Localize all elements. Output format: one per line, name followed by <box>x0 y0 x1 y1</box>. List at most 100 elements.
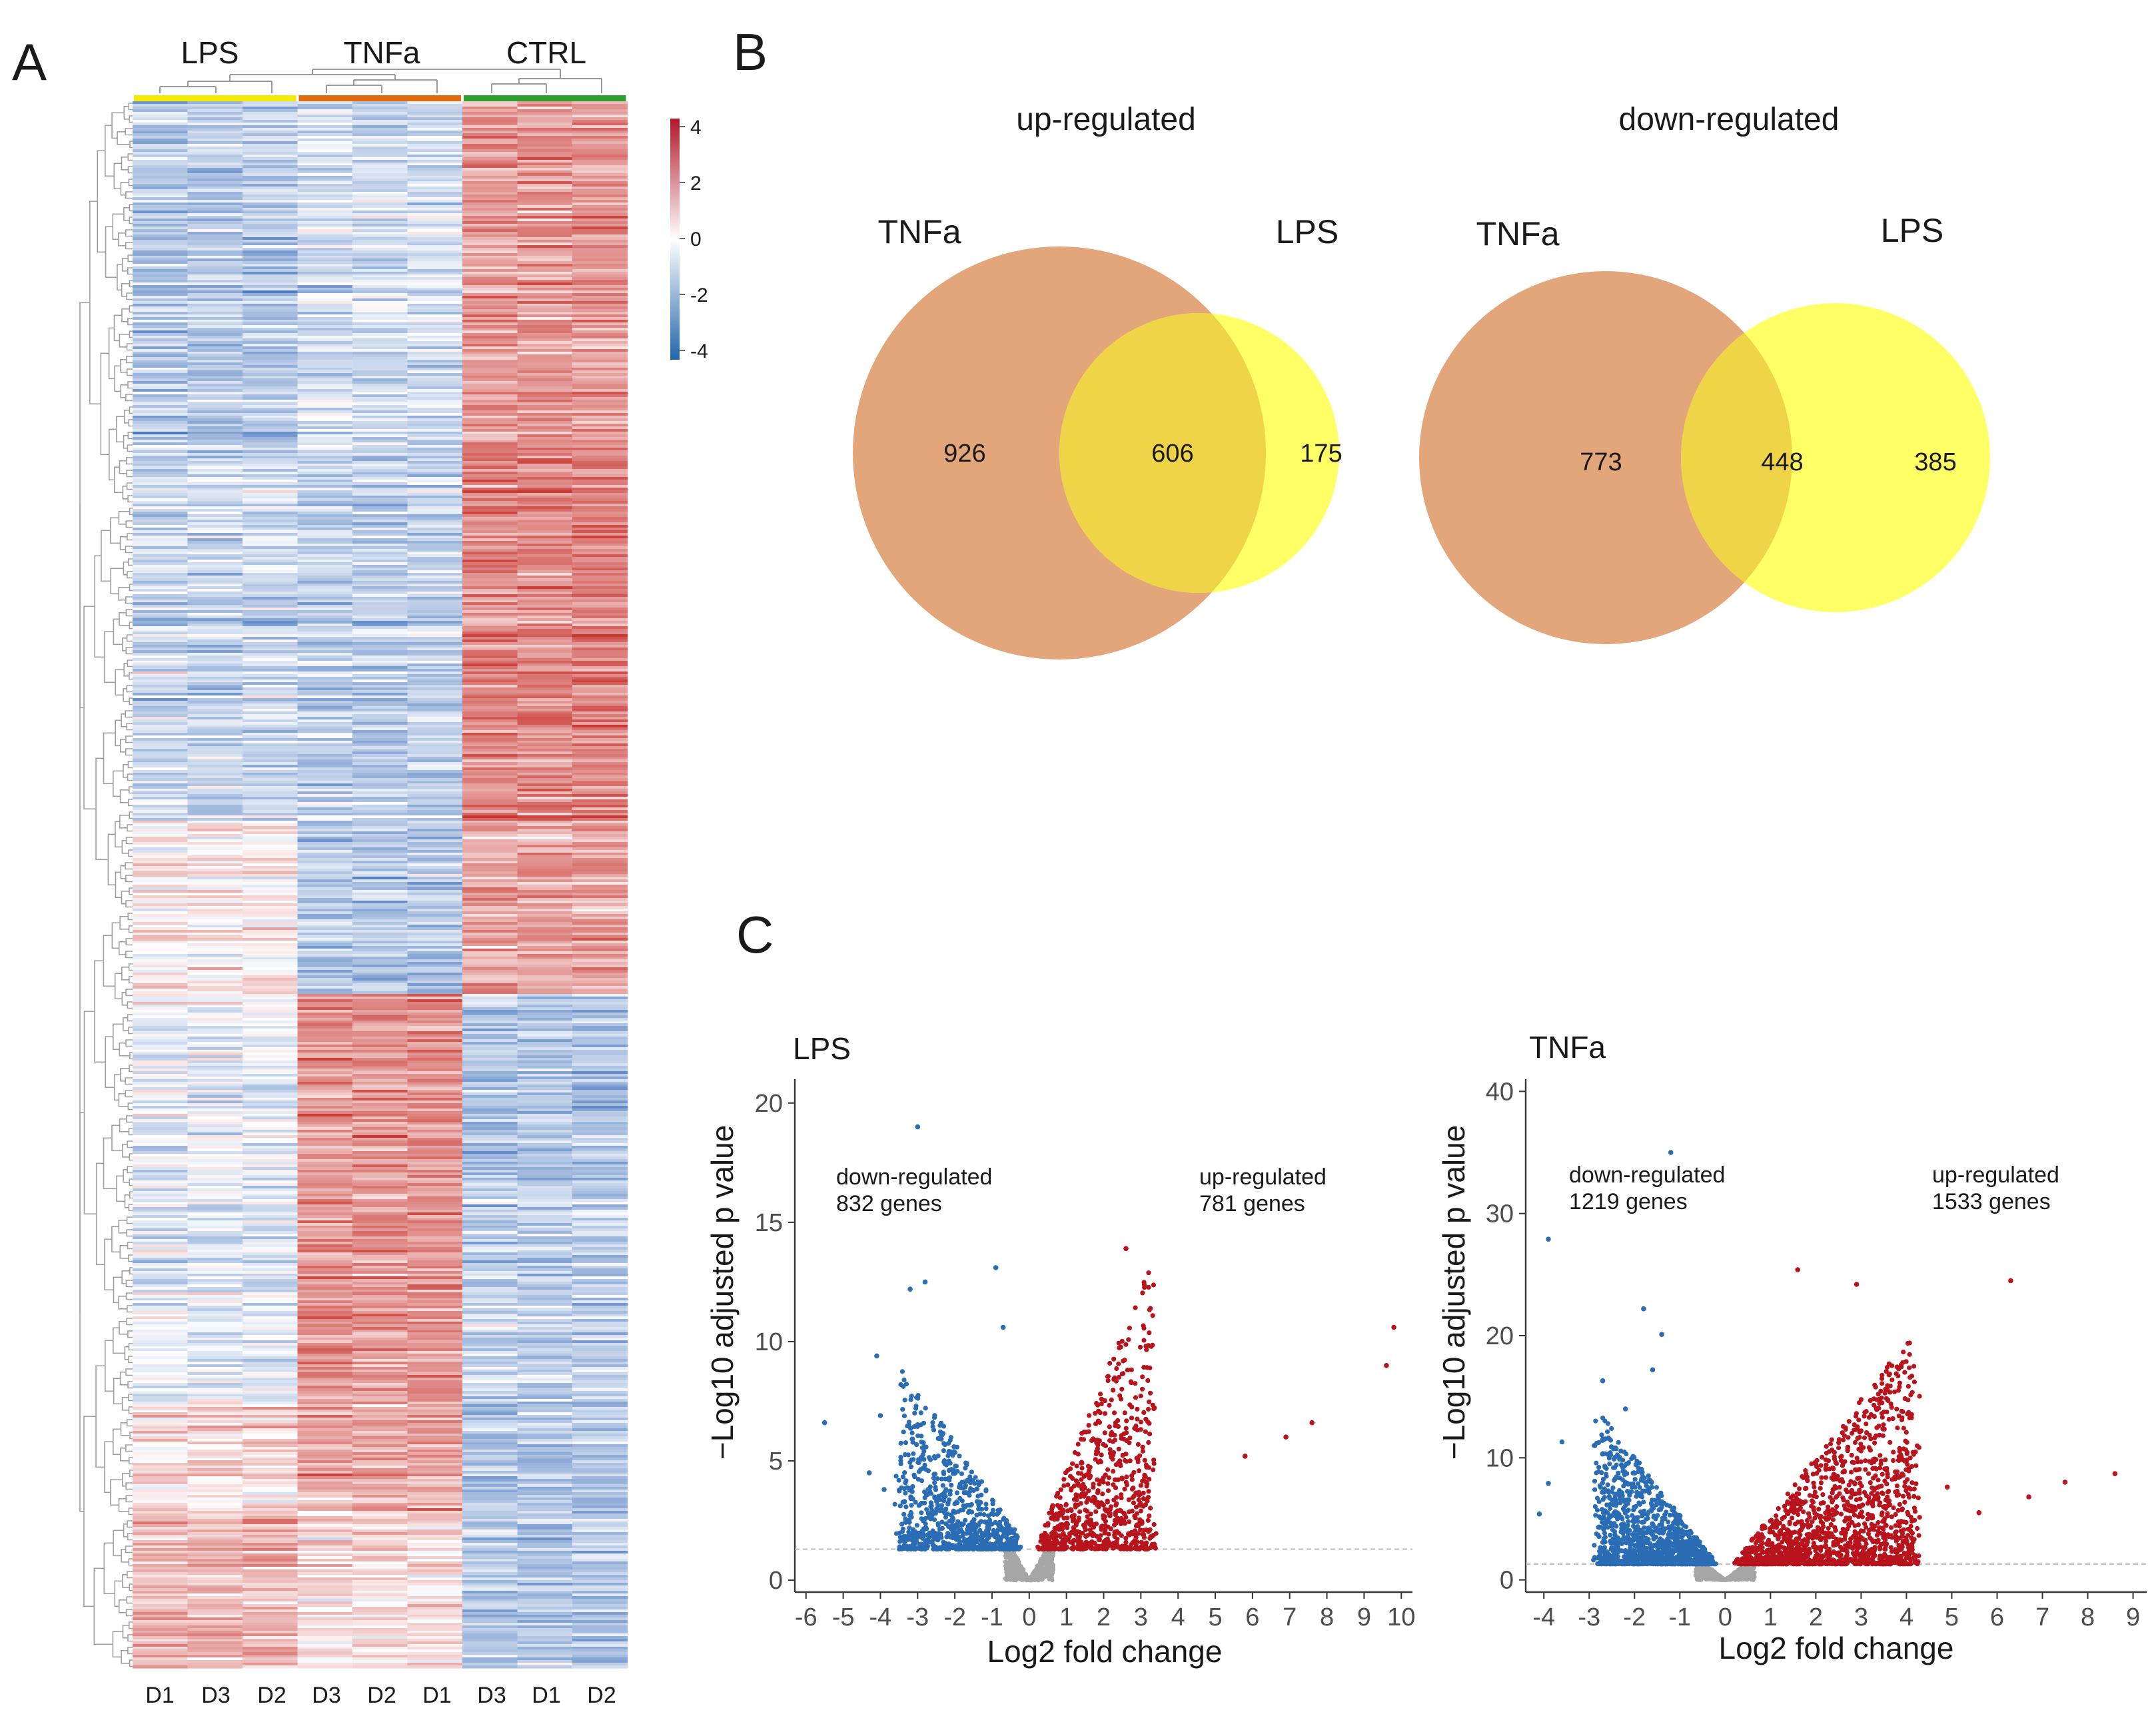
heatmap-cell <box>352 735 408 739</box>
heatmap-cell <box>352 211 408 214</box>
dendrogram-branch <box>121 1650 130 1664</box>
heatmap-cell <box>187 1106 243 1109</box>
heatmap-cell <box>407 1226 463 1229</box>
heatmap-cell <box>133 472 189 475</box>
heatmap-cell <box>517 1183 573 1186</box>
heatmap-cell <box>462 653 518 656</box>
heatmap-cell <box>297 869 353 872</box>
heatmap-cell <box>407 1447 463 1450</box>
heatmap-cell <box>187 1069 243 1072</box>
heatmap-cell <box>352 1391 408 1394</box>
heatmap-cell <box>243 733 298 736</box>
heatmap-cell <box>187 703 243 707</box>
heatmap-cell <box>187 195 243 198</box>
dendrogram-branch <box>119 333 130 348</box>
heatmap-cell <box>187 618 243 622</box>
group-color-bars <box>134 95 626 101</box>
heatmap-cell <box>572 1468 628 1472</box>
heatmap-cell <box>517 533 573 536</box>
heatmap-cell <box>517 1396 573 1400</box>
heatmap-cell <box>517 157 573 161</box>
heatmap-cell <box>572 1258 628 1261</box>
heatmap-cell <box>187 1276 243 1280</box>
heatmap-cell <box>297 679 353 683</box>
heatmap-cell <box>352 799 408 803</box>
heatmap-cell <box>187 1151 243 1154</box>
heatmap-cell <box>407 882 463 885</box>
heatmap-cell <box>297 887 353 891</box>
heatmap-cell <box>187 426 243 430</box>
heatmap-cell <box>133 674 189 677</box>
heatmap-cell <box>352 1263 408 1266</box>
heatmap-cell <box>243 911 298 915</box>
heatmap-cell <box>297 1434 353 1437</box>
heatmap-cell <box>572 1415 628 1418</box>
heatmap-cell <box>297 488 353 491</box>
heatmap-cell <box>517 373 573 376</box>
heatmap-cell <box>407 536 463 539</box>
heatmap-cell <box>243 277 298 280</box>
heatmap-cell <box>133 818 189 821</box>
heatmap-cell <box>517 1458 573 1461</box>
heatmap-cell <box>187 1431 243 1434</box>
heatmap-cell <box>517 1223 573 1226</box>
heatmap-cell <box>297 602 353 606</box>
heatmap-cell <box>133 1351 189 1354</box>
heatmap-cell <box>462 514 518 518</box>
heatmap-cell <box>187 189 243 193</box>
heatmap-cell <box>572 1236 628 1240</box>
heatmap-cell <box>243 400 298 403</box>
heatmap-cell <box>243 983 298 987</box>
heatmap-cell <box>133 906 189 909</box>
heatmap-cell <box>407 195 463 198</box>
heatmap-cell <box>243 922 298 925</box>
heatmap-cell <box>133 1362 189 1365</box>
heatmap-cell <box>297 248 353 251</box>
dendrogram-branch <box>126 356 133 364</box>
heatmap-cell <box>407 1002 463 1005</box>
heatmap-cell <box>243 131 298 134</box>
heatmap-cell <box>462 586 518 590</box>
heatmap-cell <box>572 946 628 949</box>
heatmap-cell <box>187 573 243 576</box>
heatmap-cell <box>187 554 243 558</box>
heatmap-cell <box>133 701 189 704</box>
heatmap-cell <box>462 879 518 883</box>
heatmap-cell <box>407 1191 463 1194</box>
dendrogram-branch <box>123 764 129 778</box>
heatmap-cell <box>352 877 408 880</box>
heatmap-cell <box>572 1178 628 1181</box>
heatmap-cell <box>462 1005 518 1008</box>
heatmap-cell <box>407 1114 463 1117</box>
heatmap-cell <box>352 637 408 640</box>
heatmap-cell <box>133 1380 189 1384</box>
heatmap-cell <box>243 1021 298 1024</box>
heatmap-cell <box>187 994 243 997</box>
dendrogram-branch <box>128 925 133 933</box>
heatmap-cell <box>352 1466 408 1469</box>
heatmap-cell <box>297 552 353 555</box>
heatmap-cell <box>133 1458 189 1461</box>
dendrogram-branch <box>128 1128 133 1136</box>
heatmap-cell <box>243 701 298 704</box>
heatmap-cell <box>133 453 189 456</box>
heatmap-cell <box>243 330 298 334</box>
heatmap-cell <box>243 211 298 214</box>
heatmap-cell <box>572 1420 628 1424</box>
heatmap-cell <box>243 1119 298 1122</box>
heatmap-cell <box>462 530 518 534</box>
heatmap-cell <box>517 536 573 539</box>
heatmap-cell <box>407 850 463 853</box>
heatmap-cell <box>297 730 353 733</box>
heatmap-cell <box>517 1306 573 1309</box>
heatmap-cell <box>352 1108 408 1112</box>
heatmap-cell <box>133 354 189 358</box>
heatmap-cell <box>407 797 463 800</box>
heatmap-cell <box>572 266 628 270</box>
heatmap-cell <box>352 917 408 920</box>
heatmap-cell <box>243 466 298 470</box>
heatmap-cell <box>187 1335 243 1338</box>
heatmap-cell <box>352 1340 408 1344</box>
heatmap-cell <box>243 245 298 248</box>
heatmap-cell <box>407 120 463 123</box>
